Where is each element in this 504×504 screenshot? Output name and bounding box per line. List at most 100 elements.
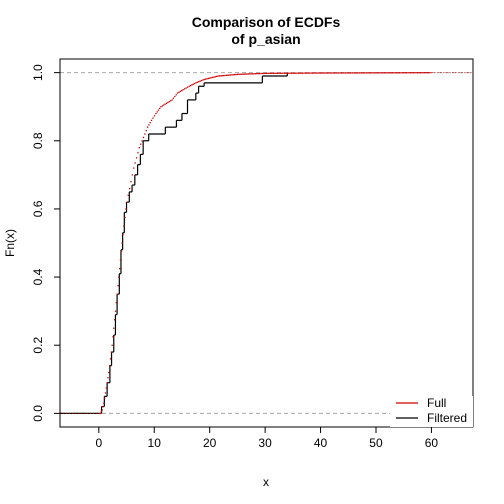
full-point: [403, 72, 405, 74]
full-point: [104, 397, 106, 399]
x-tick-label: 20: [203, 436, 217, 450]
full-point: [270, 72, 272, 74]
full-point: [199, 80, 201, 82]
full-point: [355, 72, 358, 74]
full-point: [405, 72, 408, 74]
full-point: [265, 72, 268, 75]
full-point: [242, 73, 244, 75]
full-point: [109, 358, 112, 360]
full-point: [229, 74, 232, 76]
full-point: [253, 73, 255, 75]
full-point: [412, 72, 415, 74]
full-point: [188, 85, 190, 87]
full-point: [234, 73, 236, 76]
full-point: [99, 412, 102, 415]
full-point: [128, 187, 131, 190]
full-point: [231, 74, 233, 76]
full-point: [347, 72, 349, 74]
full-point: [372, 72, 374, 74]
full-point: [404, 72, 406, 74]
y-tick-label: 0.6: [31, 200, 45, 217]
full-point: [418, 72, 420, 74]
full-point: [392, 72, 394, 74]
full-point: [210, 77, 212, 79]
full-point: [249, 73, 251, 75]
full-point: [191, 84, 193, 86]
full-point: [247, 73, 250, 75]
x-tick-label: 0: [95, 436, 102, 450]
full-point: [169, 100, 172, 102]
full-point: [179, 90, 181, 93]
full-point: [187, 86, 189, 88]
full-point: [107, 376, 109, 379]
full-point: [397, 72, 399, 74]
full-point: [222, 74, 225, 77]
chart-title-line-2: of p_asian: [231, 31, 300, 47]
full-point: [141, 140, 143, 142]
full-point: [113, 327, 115, 329]
full-point: [301, 72, 304, 74]
full-point: [315, 72, 318, 74]
full-point: [225, 74, 228, 77]
full-point: [267, 72, 269, 74]
full-point: [209, 77, 211, 79]
full-point: [336, 72, 338, 74]
full-point: [314, 72, 316, 74]
y-tick-label: 0.0: [31, 405, 45, 422]
full-point: [411, 72, 413, 74]
full-point: [292, 72, 294, 74]
legend-label-full: Full: [427, 396, 446, 410]
full-point: [351, 72, 354, 74]
full-point: [142, 136, 145, 139]
full-point: [160, 106, 162, 108]
full-point: [117, 284, 119, 287]
full-point: [306, 72, 308, 74]
full-point: [144, 133, 146, 135]
legend: Full Filtered: [390, 396, 473, 427]
full-point: [354, 72, 356, 74]
full-point: [380, 72, 383, 74]
full-point: [257, 72, 259, 75]
full-point: [114, 310, 117, 312]
full-point: [361, 72, 363, 74]
y-tick-label: 1.0: [31, 64, 45, 81]
full-point: [118, 267, 121, 270]
full-point: [172, 97, 175, 99]
full-point: [415, 72, 417, 74]
full-point: [102, 405, 104, 408]
full-point: [364, 72, 366, 74]
series-full: [60, 72, 473, 415]
full-point: [197, 81, 200, 83]
full-point: [181, 89, 183, 92]
full-point: [383, 72, 386, 74]
full-point: [137, 152, 139, 154]
full-point: [276, 72, 279, 74]
full-point: [119, 259, 122, 261]
full-point: [283, 72, 286, 74]
full-point: [293, 72, 295, 74]
full-point: [387, 72, 390, 74]
full-point: [322, 72, 325, 74]
full-point: [311, 72, 313, 74]
full-point: [192, 83, 194, 85]
full-point: [353, 72, 355, 74]
full-point: [407, 72, 409, 74]
full-point: [393, 72, 395, 74]
full-point: [396, 72, 398, 74]
full-point: [211, 76, 214, 79]
full-point: [278, 72, 280, 74]
full-point: [340, 72, 343, 74]
full-point: [183, 88, 186, 90]
full-point: [410, 72, 412, 74]
full-point: [349, 72, 351, 74]
full-point: [165, 102, 168, 104]
full-point: [122, 233, 124, 236]
x-tick-label: 60: [425, 436, 439, 450]
full-point: [109, 365, 111, 367]
full-point: [164, 103, 166, 105]
full-point: [295, 72, 297, 74]
full-point: [217, 75, 219, 77]
full-point: [328, 72, 330, 74]
full-point: [204, 78, 207, 80]
